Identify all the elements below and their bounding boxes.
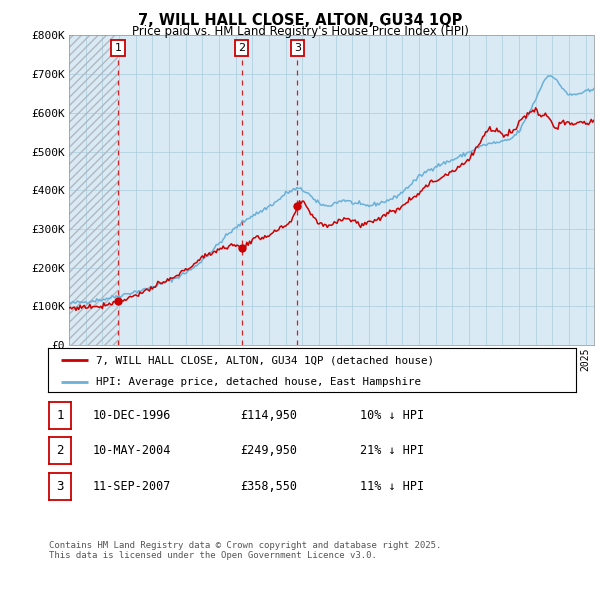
- Text: 10-MAY-2004: 10-MAY-2004: [93, 444, 172, 457]
- Text: 11% ↓ HPI: 11% ↓ HPI: [360, 480, 424, 493]
- Text: 2: 2: [238, 43, 245, 53]
- Text: £249,950: £249,950: [240, 444, 297, 457]
- Text: 11-SEP-2007: 11-SEP-2007: [93, 480, 172, 493]
- Text: 2: 2: [56, 444, 64, 457]
- Text: HPI: Average price, detached house, East Hampshire: HPI: Average price, detached house, East…: [95, 377, 421, 387]
- Text: 7, WILL HALL CLOSE, ALTON, GU34 1QP (detached house): 7, WILL HALL CLOSE, ALTON, GU34 1QP (det…: [95, 356, 434, 365]
- Text: £114,950: £114,950: [240, 409, 297, 422]
- Text: This data is licensed under the Open Government Licence v3.0.: This data is licensed under the Open Gov…: [49, 552, 377, 560]
- Text: Price paid vs. HM Land Registry's House Price Index (HPI): Price paid vs. HM Land Registry's House …: [131, 25, 469, 38]
- Text: Contains HM Land Registry data © Crown copyright and database right 2025.: Contains HM Land Registry data © Crown c…: [49, 541, 442, 550]
- Bar: [69, 35, 118, 345]
- Text: 3: 3: [294, 43, 301, 53]
- Text: £358,550: £358,550: [240, 480, 297, 493]
- Text: 21% ↓ HPI: 21% ↓ HPI: [360, 444, 424, 457]
- Text: 1: 1: [56, 409, 64, 422]
- Text: 7, WILL HALL CLOSE, ALTON, GU34 1QP: 7, WILL HALL CLOSE, ALTON, GU34 1QP: [138, 13, 462, 28]
- Text: 1: 1: [115, 43, 121, 53]
- Text: 10% ↓ HPI: 10% ↓ HPI: [360, 409, 424, 422]
- Text: 10-DEC-1996: 10-DEC-1996: [93, 409, 172, 422]
- Text: 3: 3: [56, 480, 64, 493]
